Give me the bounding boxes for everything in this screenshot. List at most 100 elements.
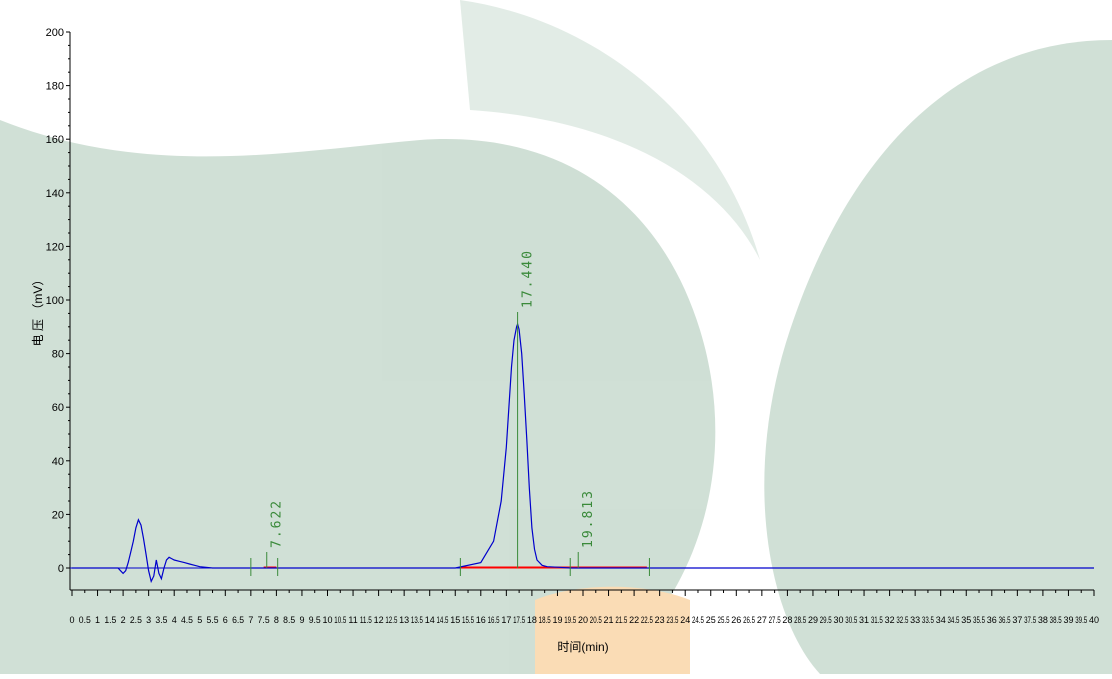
x-ticks: 0 0.5 1 1.5 2 2.5 3 3.5 4 4.5 5 5.5 6 6.5 7 7.5 8 8.5 9 9.5… bbox=[69, 590, 1099, 625]
x-tick-label: 8.5 bbox=[283, 615, 295, 625]
x-tick-label: 12.5 bbox=[385, 615, 397, 625]
x-tick-label: 26.5 bbox=[743, 615, 755, 625]
x-tick-label: 36 bbox=[987, 615, 997, 625]
x-tick-label: 32.5 bbox=[896, 615, 908, 625]
x-tick-label: 8 bbox=[274, 615, 279, 625]
x-tick-label: 11 bbox=[348, 615, 357, 625]
x-tick-label: 16.5 bbox=[488, 615, 500, 625]
x-tick-label: 38 bbox=[1038, 615, 1048, 625]
x-tick-label: 37 bbox=[1012, 615, 1022, 625]
x-tick-label: 16 bbox=[476, 615, 486, 625]
x-tick-label: 18 bbox=[527, 615, 537, 625]
x-tick-label: 20.5 bbox=[590, 615, 602, 625]
x-tick-label: 1 bbox=[95, 615, 100, 625]
x-tick-label: 36.5 bbox=[999, 615, 1011, 625]
x-tick-label: 3.5 bbox=[155, 615, 167, 625]
x-tick-label: 15.5 bbox=[462, 615, 474, 625]
x-tick-label: 13.5 bbox=[411, 615, 423, 625]
watermark-leaf-right bbox=[764, 40, 1112, 674]
x-tick-label: 14.5 bbox=[436, 615, 448, 625]
x-tick-label: 39 bbox=[1063, 615, 1073, 625]
x-tick-label: 2.5 bbox=[130, 615, 142, 625]
x-axis-title: 时间(min) bbox=[557, 640, 608, 654]
x-tick-label: 10.5 bbox=[334, 615, 346, 625]
x-tick-label: 13 bbox=[399, 615, 409, 625]
x-tick-label: 3 bbox=[146, 615, 151, 625]
x-tick-label: 10 bbox=[322, 615, 332, 625]
watermark-orange bbox=[535, 586, 690, 674]
x-tick-label: 22 bbox=[629, 615, 639, 625]
x-tick-label: 11.5 bbox=[360, 615, 372, 625]
peak-label: 19.813 bbox=[581, 489, 596, 548]
x-tick-label: 35.5 bbox=[973, 615, 985, 625]
x-tick-label: 23.5 bbox=[666, 615, 678, 625]
x-tick-label: 29.5 bbox=[820, 615, 832, 625]
x-tick-label: 17.5 bbox=[513, 615, 525, 625]
x-tick-label: 2 bbox=[121, 615, 126, 625]
x-tick-label: 1.5 bbox=[104, 615, 116, 625]
peak-label: 17.440 bbox=[521, 249, 536, 308]
x-tick-label: 17 bbox=[501, 615, 511, 625]
x-tick-label: 25 bbox=[706, 615, 716, 625]
peak-label: 7.622 bbox=[270, 499, 285, 548]
x-tick-label: 40 bbox=[1089, 615, 1099, 625]
peak-markers: 7.622 17.440 19.813 bbox=[250, 249, 650, 576]
x-tick-label: 25.5 bbox=[718, 615, 730, 625]
x-tick-label: 14 bbox=[425, 615, 435, 625]
watermark-leaf-left bbox=[0, 120, 716, 674]
x-tick-label: 38.5 bbox=[1050, 615, 1062, 625]
x-tick-label: 0.5 bbox=[79, 615, 91, 625]
x-tick-label: 15 bbox=[450, 615, 460, 625]
x-tick-label: 34.5 bbox=[947, 615, 959, 625]
x-tick-label: 24 bbox=[680, 615, 690, 625]
x-tick-label: 31.5 bbox=[871, 615, 883, 625]
chromatogram-trace bbox=[72, 322, 1094, 584]
x-tick-label: 7.5 bbox=[258, 615, 270, 625]
y-tick-label: 40 bbox=[52, 456, 64, 468]
x-tick-label: 21.5 bbox=[615, 615, 627, 625]
x-tick-label: 5 bbox=[197, 615, 202, 625]
x-tick-label: 33 bbox=[910, 615, 920, 625]
x-tick-label: 6 bbox=[223, 615, 228, 625]
y-tick-label: 200 bbox=[46, 27, 64, 39]
x-tick-label: 23 bbox=[655, 615, 665, 625]
y-tick-label: 20 bbox=[52, 509, 64, 521]
x-tick-label: 35 bbox=[961, 615, 971, 625]
x-tick-label: 29 bbox=[808, 615, 818, 625]
x-tick-label: 30 bbox=[833, 615, 843, 625]
x-tick-label: 31 bbox=[859, 615, 869, 625]
x-tick-label: 30.5 bbox=[845, 615, 857, 625]
y-tick-label: 160 bbox=[46, 134, 64, 146]
y-tick-label: 0 bbox=[58, 563, 64, 575]
x-tick-label: 9 bbox=[299, 615, 304, 625]
x-tick-label: 7 bbox=[248, 615, 253, 625]
x-tick-label: 21 bbox=[604, 615, 614, 625]
x-tick-label: 20 bbox=[578, 615, 588, 625]
y-tick-label: 100 bbox=[46, 295, 64, 307]
x-tick-label: 26 bbox=[731, 615, 741, 625]
x-tick-label: 28.5 bbox=[794, 615, 806, 625]
x-tick-label: 0 bbox=[69, 615, 74, 625]
y-tick-label: 60 bbox=[52, 402, 64, 414]
watermark-leaf-center bbox=[460, 0, 760, 260]
x-tick-label: 12 bbox=[374, 615, 384, 625]
x-tick-label: 19 bbox=[552, 615, 562, 625]
x-tick-label: 5.5 bbox=[207, 615, 219, 625]
x-tick-label: 28 bbox=[782, 615, 792, 625]
x-tick-label: 4.5 bbox=[181, 615, 193, 625]
x-tick-label: 18.5 bbox=[539, 615, 551, 625]
x-tick-label: 37.5 bbox=[1024, 615, 1036, 625]
x-tick-label: 19.5 bbox=[564, 615, 576, 625]
x-tick-label: 27.5 bbox=[769, 615, 781, 625]
x-tick-label: 32 bbox=[885, 615, 895, 625]
y-ticks: 0 20 40 60 80 100 120 140 160 180 200 bbox=[46, 27, 70, 575]
y-tick-label: 180 bbox=[46, 81, 64, 93]
y-tick-label: 80 bbox=[52, 349, 64, 361]
y-tick-label: 140 bbox=[46, 188, 64, 200]
x-tick-label: 27 bbox=[757, 615, 767, 625]
x-tick-label: 4 bbox=[172, 615, 177, 625]
x-tick-label: 24.5 bbox=[692, 615, 704, 625]
